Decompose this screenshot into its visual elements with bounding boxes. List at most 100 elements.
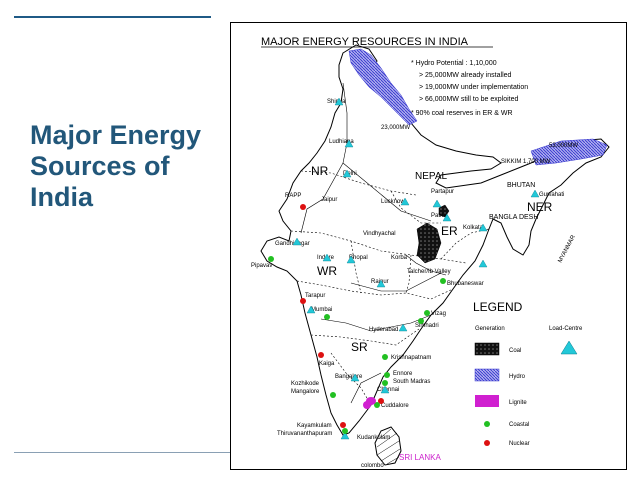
nuclear-dot xyxy=(340,422,346,428)
label-nepal: NEPAL xyxy=(415,171,447,182)
legend-coal-swatch xyxy=(474,342,500,356)
coastal-dot xyxy=(424,310,430,316)
load-centre-icon xyxy=(380,385,390,394)
load-centre-icon xyxy=(478,223,488,232)
legend-load-centre-icon xyxy=(560,340,578,355)
lignite-area xyxy=(363,397,376,409)
nuclear-dot xyxy=(318,352,324,358)
load-centre-icon xyxy=(306,305,316,314)
hydro-area-north xyxy=(348,48,418,126)
place-label: Delhi xyxy=(343,171,357,177)
map-title: MAJOR ENERGY RESOURCES IN INDIA xyxy=(261,36,469,48)
place-label: Ludhiana xyxy=(329,139,354,145)
legend-label: Lignite xyxy=(509,400,527,406)
load-centre-icon xyxy=(442,213,452,222)
note-line: > 66,000MW still to be exploited xyxy=(419,96,519,103)
coastal-dot xyxy=(342,428,348,434)
load-centre-icon xyxy=(478,259,488,268)
note-line: > 25,000MW already installed xyxy=(419,72,512,79)
coastal-dot xyxy=(384,372,390,378)
label-myanmar: MYANMAR xyxy=(557,234,577,264)
nuclear-plants xyxy=(300,204,384,428)
legend-lignite-swatch xyxy=(475,395,499,407)
hydro-notes: * Hydro Potential : 1,10,000 > 25,000MW … xyxy=(411,60,528,117)
place-label: Pipavav xyxy=(251,263,272,269)
hydro-capacity-north: 23,000MW xyxy=(381,125,410,131)
region-labels: NR WR SR ER NER xyxy=(311,164,553,354)
load-centre-icon xyxy=(432,199,442,208)
load-centre-icon xyxy=(530,189,540,198)
top-rule xyxy=(14,16,211,18)
region-label-er: ER xyxy=(441,224,458,238)
coal-area-east xyxy=(416,222,442,264)
coastal-dot xyxy=(440,278,446,284)
load-centre-icon xyxy=(350,373,360,382)
region-label-ner: NER xyxy=(527,200,553,214)
place-label: Korba xyxy=(391,255,408,261)
load-centre-icon xyxy=(322,253,332,262)
coastal-plants xyxy=(268,256,446,434)
place-label: Bhopal xyxy=(349,255,368,261)
legend-label: Nuclear xyxy=(509,441,530,447)
legend-label: Coal xyxy=(509,348,521,354)
place-label: Hyderabad xyxy=(369,327,398,333)
load-centre-icon xyxy=(340,431,350,440)
coastal-dot xyxy=(330,392,336,398)
transmission-lines xyxy=(300,82,447,404)
coastal-dot xyxy=(382,380,388,386)
legend-generation-header: Generation xyxy=(475,326,505,332)
load-centres xyxy=(292,97,540,440)
place-label: Kaiga xyxy=(319,361,335,367)
label-sri-lanka: SRI LANKA xyxy=(399,453,441,462)
load-centre-icon xyxy=(344,139,354,148)
nuclear-dot xyxy=(300,204,306,210)
legend-label: Coastal xyxy=(509,422,529,428)
place-label: Talcher/Ib Valley xyxy=(407,269,451,275)
state-boundaries xyxy=(290,170,490,406)
place-label: Partapur xyxy=(431,189,454,195)
title-line: India xyxy=(30,182,94,212)
place-label: Kozhikode xyxy=(291,381,320,387)
note-line: > 19,000MW under implementation xyxy=(419,84,528,91)
slide-title: Major Energy Sources of India xyxy=(30,120,220,213)
load-centre-icon xyxy=(400,197,410,206)
place-label: Gandhinagar xyxy=(275,241,310,247)
nuclear-dot xyxy=(378,398,384,404)
coastal-dot xyxy=(374,402,380,408)
place-label: South Madras xyxy=(393,379,430,385)
legend-coastal-dot xyxy=(484,421,490,427)
legend-title: LEGEND xyxy=(473,300,523,314)
place-label: Tarapur xyxy=(305,293,325,299)
hydro-area-northeast xyxy=(530,138,608,166)
place-label: Thiruvananthapuram xyxy=(277,431,332,437)
place-label: Simhadri xyxy=(415,323,439,329)
legend-label: Hydro xyxy=(509,374,526,380)
place-label: colombo xyxy=(361,463,384,469)
place-label: Mumbai xyxy=(311,307,332,313)
region-label-sr: SR xyxy=(351,340,368,354)
india-energy-map: MAJOR ENERGY RESOURCES IN INDIA * Hydro … xyxy=(230,22,627,470)
legend: LEGEND Generation Load-Centre Coal Hydro… xyxy=(473,300,583,447)
load-centre-icon xyxy=(342,169,352,178)
place-label: SIKKIM 1,700 MW xyxy=(501,159,551,165)
place-label: Bangalore xyxy=(335,374,363,380)
load-centre-icon xyxy=(334,97,344,106)
place-label: Kudankulam xyxy=(357,435,390,441)
label-bhutan: BHUTAN xyxy=(507,182,535,189)
legend-nuclear-dot xyxy=(484,440,490,446)
place-label: Vizag xyxy=(431,311,446,317)
place-label: RAPP xyxy=(285,193,301,199)
coastal-dot xyxy=(268,256,274,262)
place-label: Kolkata xyxy=(463,225,484,231)
legend-hydro-swatch xyxy=(474,368,500,382)
place-label: Guwahati xyxy=(539,192,564,198)
note-line: * Hydro Potential : 1,10,000 xyxy=(411,60,497,67)
sri-lanka-hatch xyxy=(376,428,401,465)
region-label-nr: NR xyxy=(311,164,329,178)
title-line: Sources of xyxy=(30,151,170,181)
load-centre-icon xyxy=(292,237,302,246)
place-label: Jaipur xyxy=(321,197,337,203)
sri-lanka-outline xyxy=(374,426,402,466)
place-label: Chennai xyxy=(377,387,399,393)
place-label: Lucknow xyxy=(381,199,405,205)
